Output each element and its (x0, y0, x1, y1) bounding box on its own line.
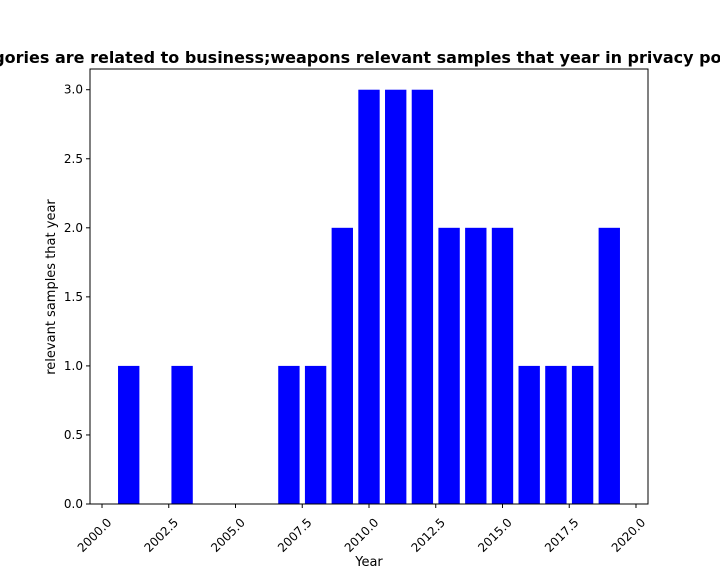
x-axis-ticks: 2000.0 2002.5 2005.0 2007.5 2010.0 2012.5 2015… (75, 504, 649, 555)
x-tick-label: 2005.0 (208, 515, 248, 555)
y-tick-label: 3.0 (64, 83, 83, 97)
bar-2018 (571, 365, 594, 504)
bar-2010 (358, 89, 380, 504)
y-axis-ticks: 0.0 0.5 1.0 1.5 2.0 2.5 3.0 (64, 83, 90, 511)
y-tick-label: 1.0 (64, 359, 83, 373)
bar-2019 (598, 227, 620, 505)
y-tick-label: 1.5 (64, 290, 83, 304)
x-tick-label: 2012.5 (408, 515, 448, 555)
x-tick-label: 2000.0 (75, 515, 115, 555)
bar-2011 (385, 89, 407, 504)
bar-2009 (331, 227, 353, 505)
y-axis-label: relevant samples that year (44, 199, 59, 375)
bars-layer (118, 89, 620, 505)
y-tick-label: 2.0 (64, 221, 83, 235)
y-tick-label: 0.5 (64, 428, 83, 442)
x-tick-label: 2015.0 (475, 515, 515, 555)
y-tick-label: 2.5 (64, 152, 83, 166)
bar-2015 (491, 227, 514, 505)
x-tick-label: 2010.0 (342, 515, 382, 555)
x-tick-label: 2002.5 (142, 515, 182, 555)
bar-2016 (518, 365, 540, 504)
bar-2001 (118, 365, 140, 504)
bar-2003 (171, 365, 193, 504)
bar-2007 (278, 365, 300, 504)
bar-2014 (465, 227, 487, 505)
x-tick-label: 2007.5 (275, 515, 315, 555)
bar-2008 (304, 365, 327, 504)
chart-title: Categories are related to business;weapo… (0, 48, 720, 67)
x-tick-label: 2020.0 (609, 515, 649, 555)
x-tick-label: 2017.5 (542, 515, 582, 555)
bar-2017 (545, 365, 567, 504)
x-axis-label: Year (354, 555, 383, 570)
bar-2012 (411, 89, 434, 504)
bar-2013 (438, 227, 460, 505)
y-tick-label: 0.0 (64, 497, 83, 511)
